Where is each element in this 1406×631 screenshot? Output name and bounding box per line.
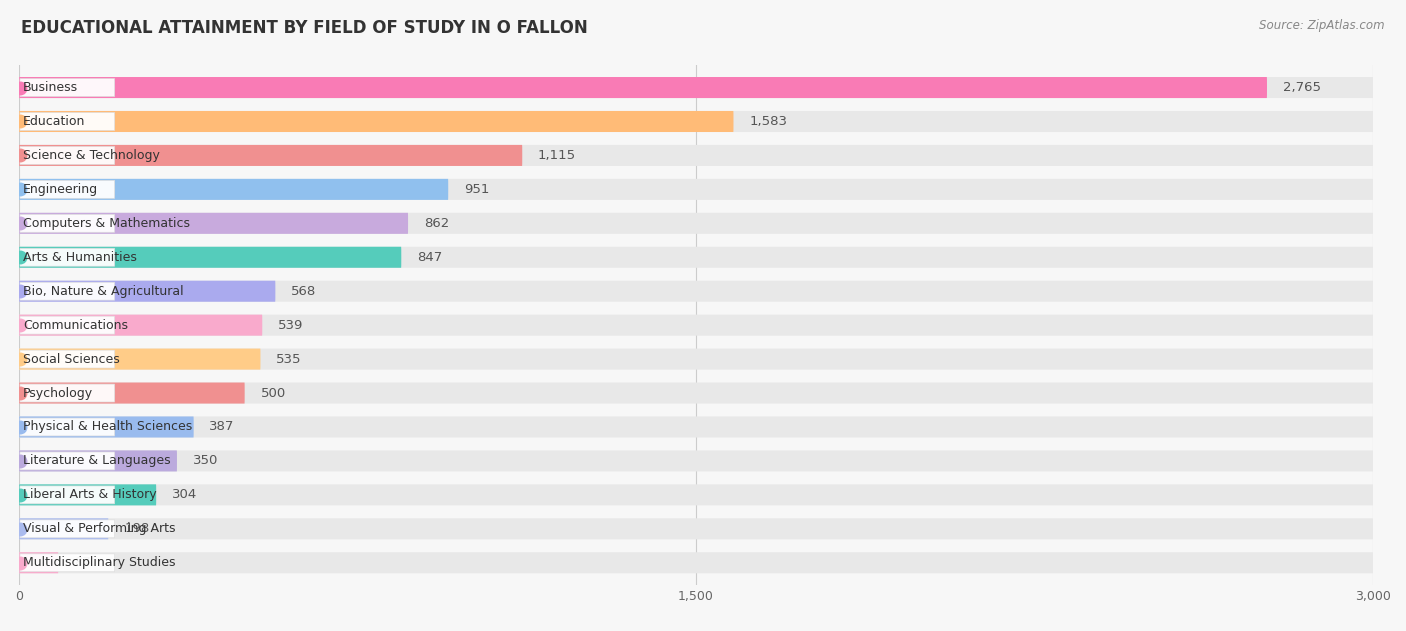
Text: Social Sciences: Social Sciences: [22, 353, 120, 365]
FancyBboxPatch shape: [20, 111, 734, 132]
FancyBboxPatch shape: [20, 315, 263, 336]
FancyBboxPatch shape: [20, 179, 1374, 200]
Text: Psychology: Psychology: [22, 387, 93, 399]
FancyBboxPatch shape: [20, 249, 115, 266]
FancyBboxPatch shape: [20, 315, 1374, 336]
FancyBboxPatch shape: [20, 77, 1267, 98]
FancyBboxPatch shape: [20, 451, 1374, 471]
Text: Literature & Languages: Literature & Languages: [22, 454, 170, 468]
FancyBboxPatch shape: [20, 145, 1374, 166]
FancyBboxPatch shape: [20, 485, 156, 505]
FancyBboxPatch shape: [20, 316, 115, 334]
FancyBboxPatch shape: [20, 554, 115, 572]
FancyBboxPatch shape: [20, 418, 115, 436]
FancyBboxPatch shape: [20, 111, 1374, 132]
Text: Physical & Health Sciences: Physical & Health Sciences: [22, 420, 193, 433]
Text: 951: 951: [464, 183, 489, 196]
Text: Education: Education: [22, 115, 86, 128]
FancyBboxPatch shape: [20, 382, 245, 404]
FancyBboxPatch shape: [20, 146, 115, 165]
FancyBboxPatch shape: [20, 552, 58, 574]
Text: Multidisciplinary Studies: Multidisciplinary Studies: [22, 557, 176, 569]
FancyBboxPatch shape: [20, 180, 115, 198]
FancyBboxPatch shape: [20, 215, 115, 232]
Text: 2,765: 2,765: [1282, 81, 1320, 94]
Text: EDUCATIONAL ATTAINMENT BY FIELD OF STUDY IN O FALLON: EDUCATIONAL ATTAINMENT BY FIELD OF STUDY…: [21, 19, 588, 37]
FancyBboxPatch shape: [20, 350, 115, 368]
Text: Engineering: Engineering: [22, 183, 98, 196]
FancyBboxPatch shape: [20, 213, 408, 234]
Text: Visual & Performing Arts: Visual & Performing Arts: [22, 522, 176, 535]
Text: 1,115: 1,115: [538, 149, 576, 162]
FancyBboxPatch shape: [20, 247, 401, 268]
FancyBboxPatch shape: [20, 213, 1374, 234]
Text: Liberal Arts & History: Liberal Arts & History: [22, 488, 156, 502]
FancyBboxPatch shape: [20, 348, 1374, 370]
Text: 862: 862: [423, 217, 449, 230]
Text: Arts & Humanities: Arts & Humanities: [22, 251, 136, 264]
FancyBboxPatch shape: [20, 451, 177, 471]
FancyBboxPatch shape: [20, 282, 115, 300]
FancyBboxPatch shape: [20, 416, 194, 437]
Text: 387: 387: [209, 420, 235, 433]
FancyBboxPatch shape: [20, 112, 115, 131]
Text: 198: 198: [124, 522, 149, 535]
FancyBboxPatch shape: [20, 247, 1374, 268]
FancyBboxPatch shape: [20, 518, 108, 540]
Text: Bio, Nature & Agricultural: Bio, Nature & Agricultural: [22, 285, 183, 298]
FancyBboxPatch shape: [20, 416, 1374, 437]
FancyBboxPatch shape: [20, 520, 115, 538]
FancyBboxPatch shape: [20, 145, 522, 166]
Text: Computers & Mathematics: Computers & Mathematics: [22, 217, 190, 230]
Text: Business: Business: [22, 81, 77, 94]
FancyBboxPatch shape: [20, 485, 1374, 505]
Text: Science & Technology: Science & Technology: [22, 149, 160, 162]
FancyBboxPatch shape: [20, 77, 1374, 98]
Text: 539: 539: [278, 319, 304, 332]
FancyBboxPatch shape: [20, 179, 449, 200]
Text: Source: ZipAtlas.com: Source: ZipAtlas.com: [1260, 19, 1385, 32]
Text: 350: 350: [193, 454, 218, 468]
Text: Communications: Communications: [22, 319, 128, 332]
FancyBboxPatch shape: [20, 552, 1374, 574]
Text: 847: 847: [418, 251, 443, 264]
FancyBboxPatch shape: [20, 486, 115, 504]
Text: 1,583: 1,583: [749, 115, 787, 128]
Text: 500: 500: [260, 387, 285, 399]
FancyBboxPatch shape: [20, 452, 115, 470]
FancyBboxPatch shape: [20, 79, 115, 97]
Text: 304: 304: [172, 488, 197, 502]
FancyBboxPatch shape: [20, 518, 1374, 540]
Text: 568: 568: [291, 285, 316, 298]
Text: 87: 87: [75, 557, 91, 569]
FancyBboxPatch shape: [20, 384, 115, 402]
FancyBboxPatch shape: [20, 348, 260, 370]
Text: 535: 535: [276, 353, 302, 365]
FancyBboxPatch shape: [20, 281, 1374, 302]
FancyBboxPatch shape: [20, 382, 1374, 404]
FancyBboxPatch shape: [20, 281, 276, 302]
